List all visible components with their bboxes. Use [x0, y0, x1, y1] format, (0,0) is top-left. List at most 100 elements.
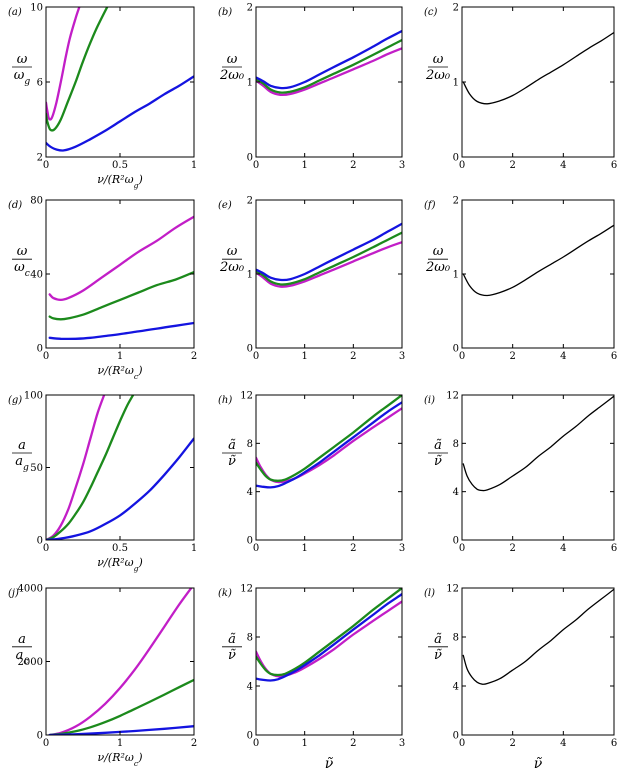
y-axis-label-denominator: ac — [16, 648, 29, 667]
series-blue-line — [48, 321, 194, 341]
y-tick-label: 8 — [247, 439, 253, 450]
series-blue-line — [46, 75, 194, 152]
y-tick-label: 0 — [37, 344, 43, 355]
x-tick-label: 4 — [560, 543, 566, 554]
series-blue-line — [256, 592, 402, 682]
y-tick-label: 10 — [30, 3, 43, 14]
y-tick-label: 2 — [37, 153, 43, 164]
x-tick-label: 2 — [509, 738, 515, 749]
series-green-line — [46, 7, 109, 132]
plot-frame — [45, 587, 195, 736]
plot-frame — [461, 394, 615, 541]
series-magenta-line — [256, 407, 402, 484]
y-tick-label: 2 — [247, 196, 253, 207]
x-tick-label: 1 — [301, 351, 307, 362]
x-tick-label: 4 — [560, 738, 566, 749]
x-axis-label: ν̃ — [325, 756, 334, 772]
x-tick-label: 1 — [301, 738, 307, 749]
x-tick-label: 0 — [459, 738, 465, 749]
y-tick-label: 4 — [247, 682, 253, 693]
x-axis-label: ν̃ — [534, 756, 543, 772]
y-tick-label: 12 — [446, 391, 459, 402]
series-green-line — [48, 270, 194, 321]
x-tick-label: 1 — [301, 543, 307, 554]
y-tick-label: 12 — [446, 584, 459, 595]
x-tick-label: 0 — [459, 543, 465, 554]
y-tick-label: 0 — [453, 731, 459, 742]
plot-frame — [255, 394, 403, 541]
series-magenta-line — [48, 215, 194, 302]
series-blue-line — [256, 401, 402, 489]
y-tick-label: 6 — [37, 78, 43, 89]
y-axis-label-numerator: ω — [17, 244, 28, 259]
panel-label: (d) — [8, 200, 22, 211]
y-axis-label-denominator: ν̃ — [434, 454, 442, 469]
panel-g: 0 0.5 1 0 50 100(g) aag ν/(R²ωg) — [8, 391, 197, 573]
series-green-line — [256, 588, 402, 677]
series-blue-line — [256, 222, 402, 282]
x-tick-label: 4 — [560, 160, 566, 171]
x-axis-label: ν/(R²ωc) — [98, 751, 143, 768]
y-tick-label: 4000 — [18, 584, 43, 595]
y-axis-label-denominator: 2ω₀ — [219, 68, 245, 83]
panel-label: (a) — [8, 7, 22, 18]
x-tick-label: 3 — [399, 160, 405, 171]
panel-label: (j) — [8, 588, 19, 599]
x-axis-label: ν/(R²ωg) — [97, 556, 143, 573]
y-axis-label-numerator: ã — [228, 438, 236, 453]
x-tick-label: 6 — [611, 543, 617, 554]
plot-frame — [461, 587, 615, 736]
series-magenta-line — [256, 241, 402, 288]
y-tick-label: 50 — [30, 463, 43, 474]
y-tick-label: 4 — [453, 682, 459, 693]
y-axis-label-denominator: ν̃ — [228, 454, 236, 469]
panel-label: (f) — [424, 200, 436, 211]
y-axis-label-numerator: a — [18, 438, 26, 453]
y-axis-label-denominator: ag — [15, 454, 29, 473]
x-tick-label: 0 — [253, 543, 259, 554]
y-tick-label: 2 — [247, 3, 253, 14]
panel-a: 0 0.5 1 2 6 10 (a) ωωg ν/(R²ωg) — [8, 3, 197, 190]
x-tick-label: 4 — [560, 351, 566, 362]
panel-j: 0 1 2 0 2000 4000(j) aac ν/(R²ωc) — [8, 584, 197, 768]
x-tick-label: 6 — [611, 160, 617, 171]
x-tick-label: 3 — [399, 543, 405, 554]
panel-label: (h) — [218, 395, 232, 406]
x-tick-label: 0 — [43, 351, 49, 362]
x-tick-label: 0 — [43, 160, 49, 171]
y-tick-label: 0 — [247, 731, 253, 742]
panel-label: (c) — [424, 7, 438, 18]
y-tick-label: 40 — [30, 270, 43, 281]
series-black-line — [462, 31, 614, 105]
y-tick-label: 0 — [37, 536, 43, 547]
plot-frame — [255, 199, 403, 349]
x-tick-label: 6 — [611, 738, 617, 749]
x-tick-label: 2 — [350, 543, 356, 554]
y-axis-label-numerator: ω — [227, 244, 238, 259]
x-tick-label: 1 — [117, 351, 123, 362]
series-green-line — [256, 38, 402, 94]
plot-frame — [45, 6, 195, 158]
series-blue-line — [46, 437, 194, 540]
panel-d: 0 1 2 0 40 80 (d) ωωc ν/(R²ωc) — [8, 196, 197, 381]
plot-frame — [461, 6, 615, 158]
panel-label: (g) — [8, 395, 22, 406]
y-tick-label: 8 — [247, 633, 253, 644]
x-tick-label: 1 — [191, 543, 197, 554]
y-tick-label: 4 — [247, 487, 253, 498]
y-tick-label: 12 — [240, 391, 253, 402]
x-tick-label: 2 — [509, 543, 515, 554]
series-black-line — [462, 224, 614, 297]
x-tick-label: 3 — [399, 351, 405, 362]
y-tick-label: 2 — [453, 3, 459, 14]
panel-label: (l) — [424, 588, 435, 599]
x-tick-label: 1 — [117, 738, 123, 749]
y-tick-label: 80 — [30, 196, 43, 207]
y-tick-label: 1 — [247, 78, 253, 89]
